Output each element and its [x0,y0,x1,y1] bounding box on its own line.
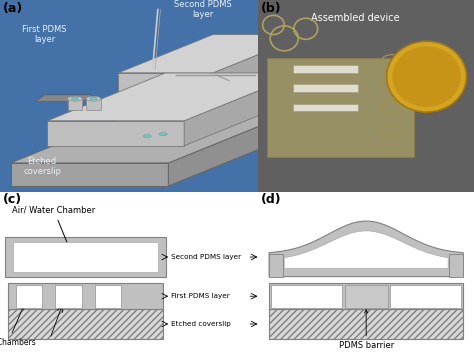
Bar [449,254,463,277]
Bar [293,104,357,111]
Polygon shape [36,95,92,102]
Ellipse shape [143,135,151,137]
Text: Assembled device: Assembled device [311,13,400,23]
Polygon shape [47,73,302,121]
Bar [55,285,82,308]
Ellipse shape [159,133,167,136]
Bar [8,283,163,309]
Ellipse shape [86,96,100,101]
Text: Etched
coverslip: Etched coverslip [23,157,61,176]
Text: (d): (d) [261,193,281,206]
Bar [13,242,158,272]
Text: Second PDMS layer: Second PDMS layer [171,254,241,260]
Bar [390,285,461,308]
Circle shape [393,47,460,106]
Circle shape [387,41,466,112]
Bar [293,65,357,73]
Bar [271,285,342,308]
Bar [68,99,82,110]
Text: PDMS barrier: PDMS barrier [338,310,394,350]
Polygon shape [10,96,334,163]
Bar [293,84,357,92]
Bar [345,285,388,308]
Polygon shape [213,34,308,92]
Text: (c): (c) [3,193,22,206]
Text: (b): (b) [261,2,281,15]
Polygon shape [269,221,463,277]
Polygon shape [184,73,302,146]
Text: Air/ Water Chamber: Air/ Water Chamber [12,206,96,252]
Polygon shape [284,231,448,268]
Bar [267,58,414,157]
Bar [269,309,463,339]
Polygon shape [168,96,334,186]
Polygon shape [47,121,184,146]
Text: Etched coverslip: Etched coverslip [171,321,231,327]
Bar [86,99,100,110]
Bar [16,285,42,308]
Polygon shape [10,163,168,186]
Ellipse shape [90,97,97,100]
Ellipse shape [68,96,82,101]
Polygon shape [118,73,213,92]
Polygon shape [118,34,308,73]
Text: Second PDMS
layer: Second PDMS layer [173,0,231,19]
Bar [5,237,166,277]
Bar [269,254,283,277]
Text: (a): (a) [3,2,23,15]
Bar [269,283,463,309]
Text: First PDMS
layer: First PDMS layer [22,25,67,44]
Ellipse shape [71,97,79,100]
Bar [95,285,121,308]
Text: First PDMS layer: First PDMS layer [171,293,230,299]
Text: Cell Chambers: Cell Chambers [0,306,36,347]
Bar [8,309,163,339]
